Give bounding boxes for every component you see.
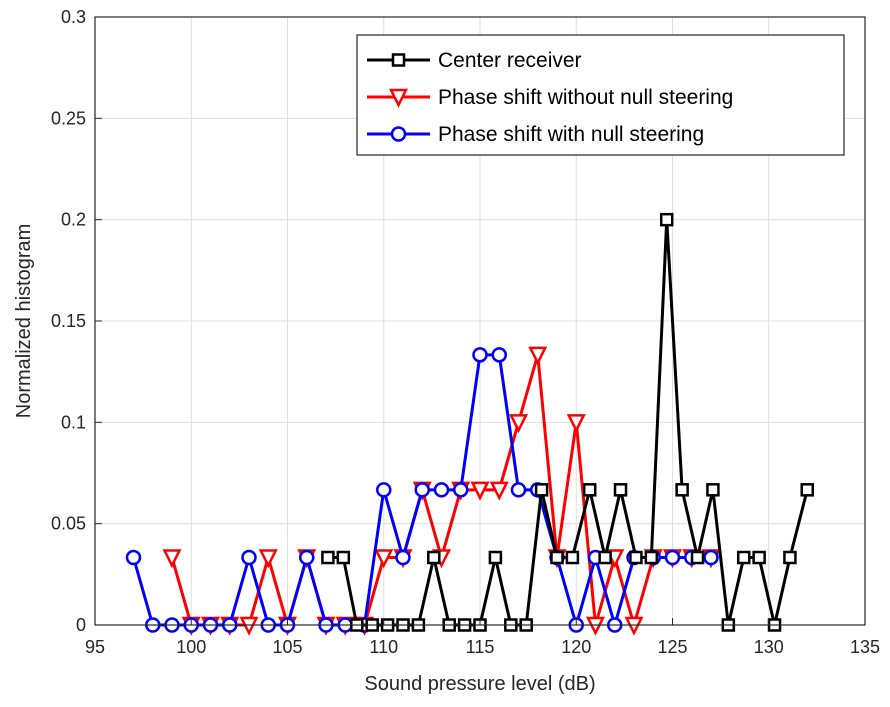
data-point: [374, 549, 394, 569]
x-tick-label: 125: [657, 637, 687, 657]
x-axis-title: Sound pressure level (dB): [364, 673, 595, 695]
y-tick-label: 0: [76, 615, 86, 635]
legend-entry: Center receiver: [367, 49, 582, 72]
y-tick-label: 0.05: [51, 514, 86, 534]
data-point: [690, 550, 705, 565]
x-tick-label: 130: [754, 637, 784, 657]
data-point: [395, 549, 411, 566]
data-point: [376, 482, 392, 498]
data-point: [703, 549, 719, 566]
data-point: [566, 414, 586, 434]
data-point: [629, 550, 643, 565]
y-tick-label: 0.3: [61, 7, 86, 27]
data-point: [644, 550, 659, 565]
legend-marker: [391, 53, 406, 67]
data-point: [336, 550, 351, 565]
data-point: [736, 550, 751, 565]
legend-box: [356, 34, 845, 156]
legend-entry: Phase shift with null steering: [367, 123, 704, 146]
data-point: [613, 483, 628, 497]
data-point: [534, 483, 549, 497]
x-tick-label: 115: [466, 637, 495, 657]
y-tick-label: 0.15: [51, 311, 86, 331]
data-point: [510, 482, 527, 498]
data-point: [427, 550, 441, 565]
data-point: [598, 550, 612, 565]
y-tick-label: 0.25: [51, 108, 86, 128]
ticks: 95 100 105 110 115 120 125 130 135 0 0.05 0.1 0.15 0.…: [51, 7, 880, 657]
legend-entry: Phase shift without null steering: [367, 86, 733, 109]
data-point: [550, 550, 564, 565]
legend-label: Phase shift with null steering: [438, 123, 704, 146]
data-point: [241, 549, 257, 566]
y-axis-title: Normalized histogram: [13, 224, 35, 419]
data-point: [528, 346, 548, 366]
data-point: [453, 482, 469, 498]
data-point: [508, 414, 529, 434]
y-tick-label: 0.1: [61, 412, 86, 432]
data-point: [258, 549, 278, 569]
legend-label: Center receiver: [438, 49, 582, 72]
data-point: [491, 347, 507, 363]
data-point: [470, 481, 490, 501]
data-point: [125, 549, 142, 566]
data-point: [664, 549, 681, 566]
legend-marker: [388, 88, 409, 108]
data-point: [582, 483, 597, 497]
x-tick-label: 110: [369, 637, 398, 657]
data-point: [489, 481, 509, 501]
data-point: [800, 483, 814, 497]
data-point: [433, 482, 450, 498]
x-tick-label: 95: [85, 637, 105, 657]
legend: Center receiver Phase shift without null …: [356, 34, 845, 156]
data-point: [659, 212, 674, 227]
data-point: [565, 550, 580, 565]
data-point: [321, 550, 335, 565]
data-point: [488, 550, 503, 565]
data-point: [414, 482, 430, 498]
data-point: [472, 347, 488, 363]
data-point: [162, 549, 182, 569]
x-tick-label: 100: [176, 637, 206, 657]
x-tick-label: 120: [561, 637, 591, 657]
y-tick-label: 0.2: [61, 210, 86, 230]
x-tick-label: 105: [272, 637, 302, 657]
legend-label: Phase shift without null steering: [438, 86, 733, 109]
legend-marker: [390, 126, 407, 142]
data-point: [299, 549, 315, 566]
data-point: [752, 550, 766, 565]
data-point: [675, 483, 689, 497]
series-group: [125, 212, 814, 636]
data-point: [783, 550, 797, 565]
data-point: [706, 483, 720, 497]
x-tick-label: 135: [850, 637, 880, 657]
